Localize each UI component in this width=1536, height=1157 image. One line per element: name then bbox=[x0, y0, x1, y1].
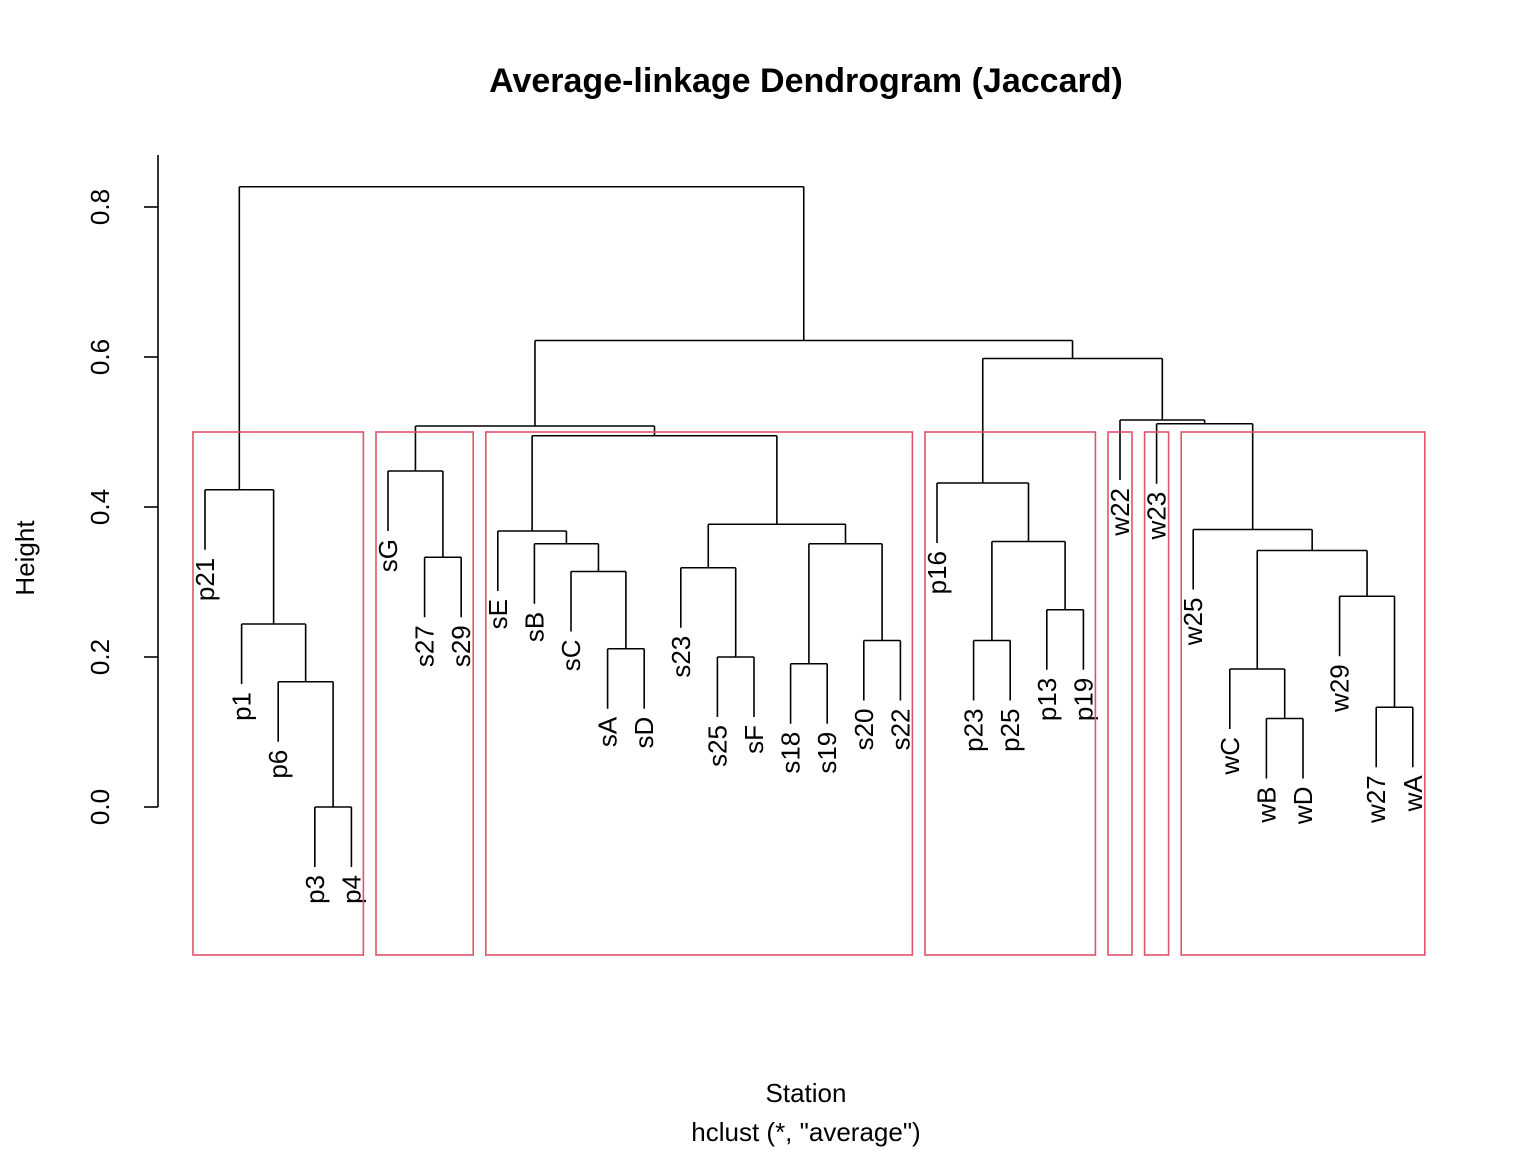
cluster-box bbox=[1107, 431, 1133, 956]
leaf-label: wC bbox=[1215, 737, 1245, 776]
cluster-box bbox=[375, 431, 474, 956]
cluster-box bbox=[192, 431, 365, 956]
y-tick-label: 0.8 bbox=[85, 189, 115, 225]
leaf-label: sA bbox=[593, 716, 623, 747]
y-tick-label: 0.4 bbox=[85, 489, 115, 525]
leaf-label: p19 bbox=[1068, 678, 1098, 721]
leaf-label: w29 bbox=[1325, 664, 1355, 713]
leaf-label: w25 bbox=[1178, 598, 1208, 647]
leaf-label: p21 bbox=[190, 558, 220, 601]
leaf-label: w22 bbox=[1105, 488, 1135, 537]
leaf-label: wD bbox=[1288, 787, 1318, 826]
leaf-label: sC bbox=[556, 640, 586, 672]
y-tick-label: 0.0 bbox=[85, 789, 115, 825]
leaf-label: sF bbox=[739, 725, 769, 754]
leaf-label: p13 bbox=[1032, 678, 1062, 721]
leaf-label: p1 bbox=[227, 692, 257, 721]
cluster-boxes bbox=[192, 431, 1426, 956]
leaf-label: wB bbox=[1251, 787, 1281, 824]
leaf-label: s29 bbox=[446, 625, 476, 667]
leaf-label: s18 bbox=[776, 732, 806, 774]
y-axis: 0.0 0.2 0.4 0.6 0.8 bbox=[85, 155, 159, 825]
leaf-label: wA bbox=[1398, 775, 1428, 813]
leaf-label: s20 bbox=[849, 709, 879, 751]
leaf-label: p16 bbox=[922, 551, 952, 594]
dendrogram-links bbox=[204, 185, 1414, 867]
leaf-label: p4 bbox=[336, 875, 366, 904]
cluster-box bbox=[924, 431, 1097, 956]
y-tick-label: 0.2 bbox=[85, 639, 115, 675]
cluster-box bbox=[484, 431, 914, 956]
leaf-label: s27 bbox=[410, 625, 440, 667]
leaf-label: sB bbox=[519, 612, 549, 642]
leaf-label: w23 bbox=[1142, 492, 1172, 541]
leaf-label: p23 bbox=[959, 709, 989, 752]
leaf-label: s23 bbox=[666, 636, 696, 678]
leaf-label: p6 bbox=[263, 750, 293, 779]
chart-subtitle: hclust (*, "average") bbox=[691, 1117, 920, 1147]
leaf-label: s22 bbox=[885, 709, 915, 751]
y-axis-label: Height bbox=[10, 520, 40, 596]
leaf-label: sD bbox=[629, 717, 659, 749]
cluster-box bbox=[1143, 431, 1170, 956]
leaf-label: sE bbox=[483, 599, 513, 629]
x-axis-label: Station bbox=[766, 1078, 847, 1108]
leaf-label: p3 bbox=[300, 875, 330, 904]
leaf-label: sG bbox=[373, 539, 403, 572]
cluster-box bbox=[1180, 431, 1426, 956]
leaf-label: s19 bbox=[812, 732, 842, 774]
leaf-label: p25 bbox=[995, 709, 1025, 752]
leaf-label: w27 bbox=[1361, 775, 1391, 824]
chart-title: Average-linkage Dendrogram (Jaccard) bbox=[489, 62, 1123, 100]
y-tick-label: 0.6 bbox=[85, 339, 115, 375]
leaf-label: s25 bbox=[702, 725, 732, 767]
